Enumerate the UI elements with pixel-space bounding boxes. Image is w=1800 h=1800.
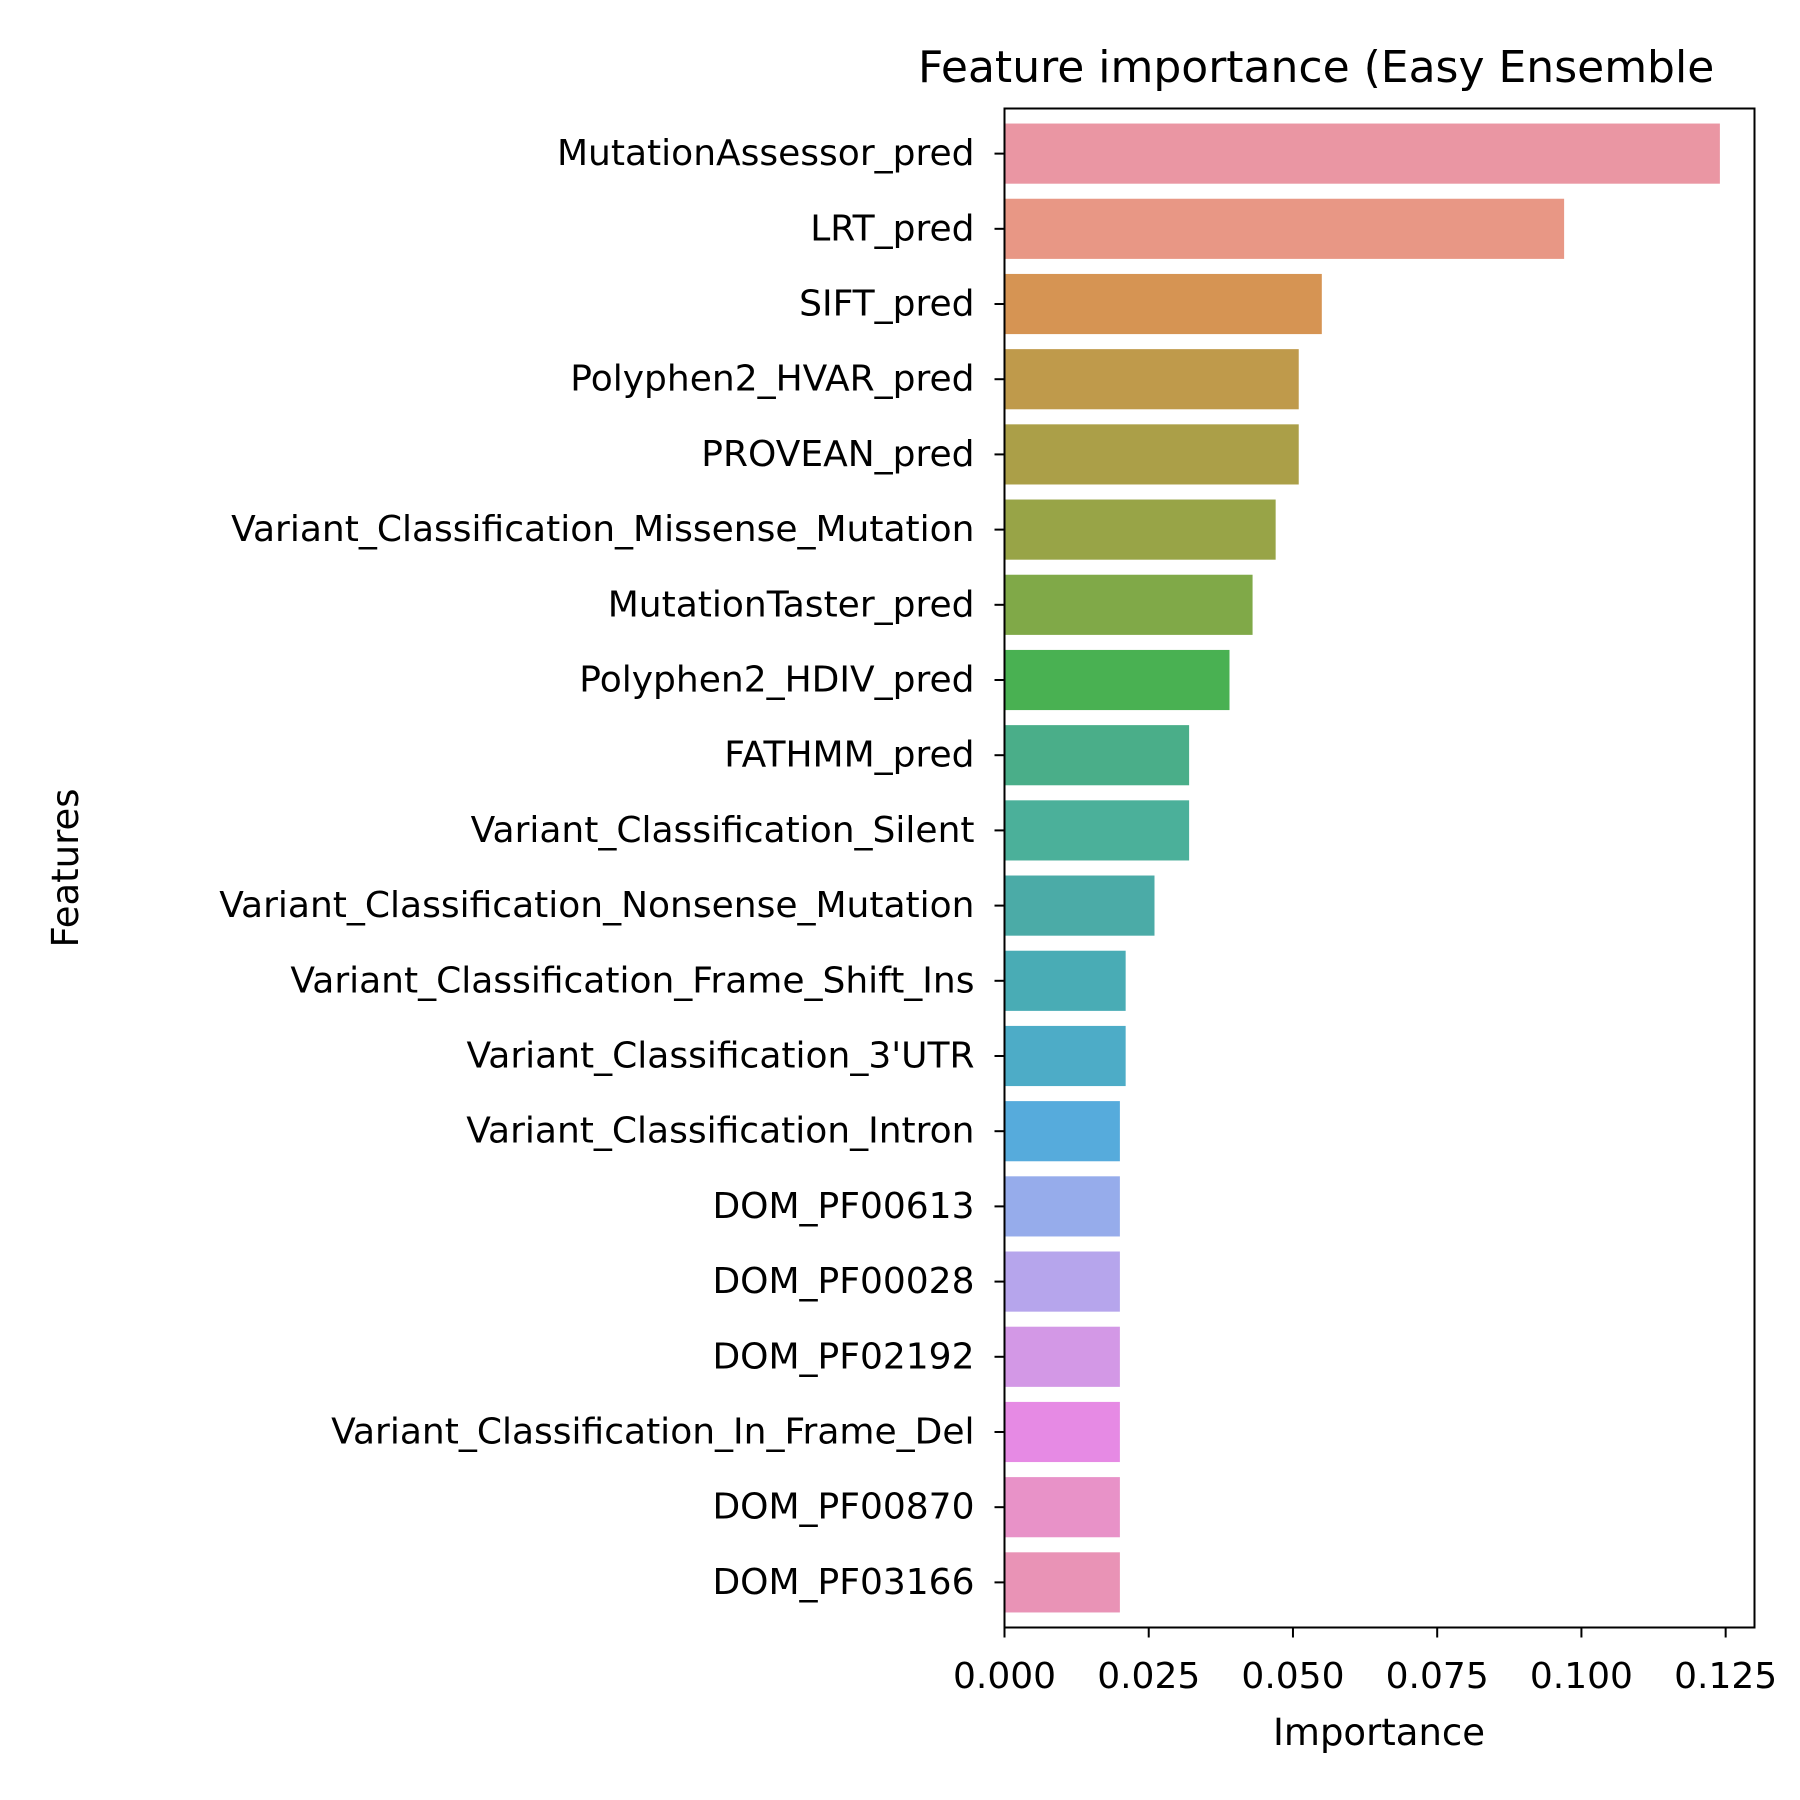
bar [1004, 1477, 1120, 1538]
bar [1004, 198, 1565, 259]
y-tick-label: DOM_PF00028 [712, 1261, 974, 1302]
y-tick-label: Variant_Classification_Missense_Mutation [231, 509, 974, 550]
bar [1004, 1251, 1120, 1312]
y-axis-ticks: MutationAssessor_pred LRT_pred SIFT_pred Po… [219, 133, 1005, 1603]
bar [1004, 1025, 1126, 1087]
bar [1004, 875, 1155, 936]
y-tick-label: DOM_PF02192 [712, 1336, 974, 1377]
plot-frame [1003, 107, 1756, 1629]
bar [1004, 800, 1190, 861]
bar [1004, 574, 1253, 635]
bars-group [1004, 123, 1720, 1613]
bar [1004, 725, 1190, 786]
bar [1004, 950, 1126, 1011]
bar [1004, 499, 1276, 560]
bar [1004, 273, 1322, 335]
y-tick-label: PROVEAN_pred [701, 434, 974, 475]
y-tick-label: DOM_PF03166 [712, 1562, 974, 1603]
x-tick-label: 0.050 [1241, 1656, 1344, 1697]
x-axis-ticks: 0.000 0.025 0.050 0.075 0.100 0.125 [953, 1627, 1777, 1697]
y-axis-label: Features [44, 788, 87, 947]
bar [1004, 123, 1720, 184]
bar [1004, 424, 1299, 485]
y-tick-label: SIFT_pred [799, 284, 974, 325]
y-tick-label: MutationAssessor_pred [557, 133, 975, 174]
y-tick-label: Variant_Classification_Intron [466, 1111, 974, 1152]
y-tick-label: Variant_Classification_3'UTR [466, 1035, 974, 1076]
y-tick-label: Variant_Classification_In_Frame_Del [331, 1411, 974, 1452]
y-tick-label: Variant_Classification_Silent [471, 810, 975, 851]
y-tick-label: DOM_PF00870 [712, 1487, 974, 1528]
x-tick-label: 0.100 [1530, 1656, 1633, 1697]
x-tick-label: 0.075 [1386, 1656, 1489, 1697]
x-axis-label: Importance [1273, 1711, 1485, 1754]
bar [1004, 649, 1230, 711]
bar [1004, 1101, 1120, 1162]
bar [1004, 1176, 1120, 1237]
y-tick-label: FATHMM_pred [724, 735, 974, 776]
y-tick-label: LRT_pred [810, 208, 974, 249]
y-tick-label: Polyphen2_HDIV_pred [579, 660, 974, 701]
bar [1004, 349, 1299, 410]
bar [1004, 1401, 1120, 1463]
y-tick-label: Variant_Classification_Frame_Shift_Ins [290, 960, 974, 1001]
x-tick-label: 0.000 [953, 1656, 1056, 1697]
y-tick-label: DOM_PF00613 [712, 1186, 974, 1227]
x-tick-label: 0.125 [1674, 1656, 1777, 1697]
bar [1004, 1326, 1120, 1387]
y-tick-label: Polyphen2_HVAR_pred [570, 359, 974, 400]
y-tick-label: Variant_Classification_Nonsense_Mutation [219, 885, 974, 926]
bar [1004, 1552, 1120, 1613]
x-tick-label: 0.025 [1097, 1656, 1200, 1697]
y-tick-label: MutationTaster_pred [608, 584, 975, 625]
chart-title: Feature importance (Easy Ensemble [918, 42, 1714, 93]
